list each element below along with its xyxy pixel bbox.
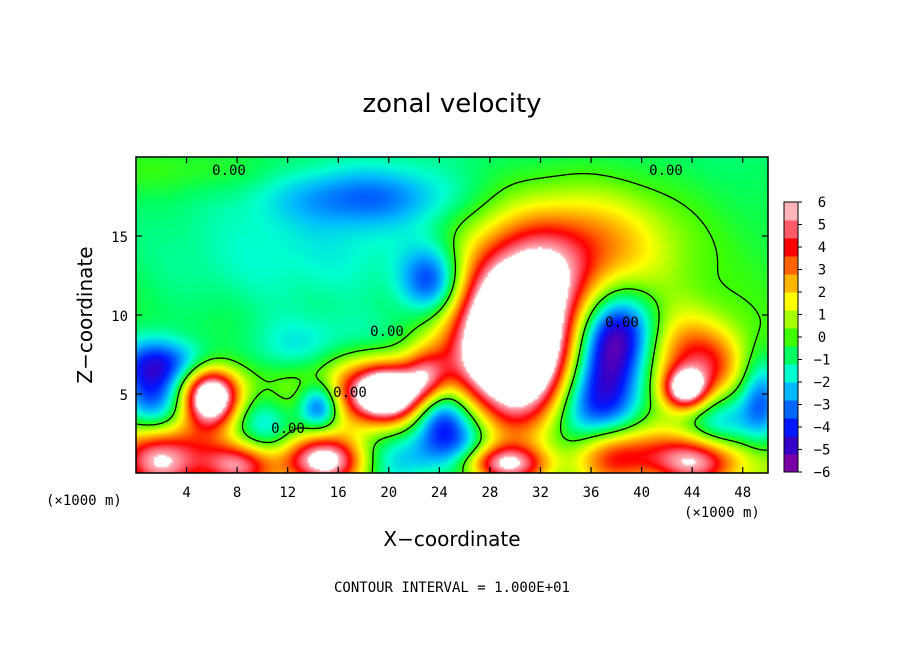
y-tick-label: 5: [120, 388, 128, 404]
colorbar-tick-label: −2: [814, 375, 831, 391]
colorbar-swatch: [784, 454, 798, 473]
colorbar-swatch: [784, 310, 798, 329]
contour-label: 0.00: [271, 421, 305, 437]
contour-label: 0.00: [370, 324, 404, 340]
x-axis-ticks: 4 8 12 16 20 24 28 32 36 40 44 48: [182, 157, 751, 501]
y-axis-ticks: 5 10 15: [111, 230, 768, 404]
colorbar-swatch: [784, 220, 798, 239]
colorbar-swatch: [784, 382, 798, 401]
zero-contours: [136, 172, 767, 473]
x-tick-label: 12: [279, 485, 296, 501]
zero-contour-line: [136, 172, 767, 473]
colorbar-swatch: [784, 238, 798, 257]
colorbar-swatch: [784, 436, 798, 455]
colorbar-swatch: [784, 274, 798, 293]
colorbar-tick-label: −5: [814, 443, 831, 459]
contour-label: 0.00: [649, 163, 683, 179]
y-tick-label: 15: [111, 230, 128, 246]
colorbar-tick-label: 6: [818, 195, 826, 211]
x-tick-label: 36: [583, 485, 600, 501]
colorbar-tick-label: 4: [818, 240, 826, 256]
y-axis-label: Z−coordinate: [73, 246, 97, 383]
colorbar-tick-label: 3: [818, 263, 826, 279]
contour-label: 0.00: [605, 315, 639, 331]
colorbar-swatch: [784, 202, 798, 221]
colorbar-swatch: [784, 400, 798, 419]
colorbar-tick-label: 2: [818, 285, 826, 301]
colorbar-swatch: [784, 292, 798, 311]
colorbar-swatch: [784, 328, 798, 347]
colorbar-swatch: [784, 418, 798, 437]
colorbar-swatch: [784, 364, 798, 383]
x-tick-label: 8: [233, 485, 241, 501]
x-unit-left: (×1000 m): [46, 493, 122, 509]
x-tick-label: 4: [182, 485, 190, 501]
colorbar-swatch: [784, 256, 798, 275]
y-tick-label: 10: [111, 309, 128, 325]
colorbar: 6 5 4 3 2 1 0 −1 −2 −3 −4 −5 −6: [783, 195, 831, 481]
x-tick-label: 48: [734, 485, 751, 501]
x-unit-right: (×1000 m): [684, 505, 760, 521]
x-tick-label: 24: [431, 485, 448, 501]
x-tick-label: 28: [481, 485, 498, 501]
velocity-heatmap: [136, 157, 768, 473]
colorbar-swatch: [784, 346, 798, 365]
contour-label: 0.00: [333, 385, 367, 401]
colorbar-tick-label: 0: [818, 330, 826, 346]
x-tick-label: 40: [633, 485, 650, 501]
contour-label: 0.00: [212, 163, 246, 179]
colorbar-tick-label: −3: [814, 398, 831, 414]
colorbar-tick-label: 5: [818, 218, 826, 234]
colorbar-tick-label: −1: [814, 353, 831, 369]
x-tick-label: 20: [380, 485, 397, 501]
x-tick-label: 44: [684, 485, 701, 501]
colorbar-tick-label: −4: [814, 420, 831, 436]
plot-area: 0.00 0.000.000.000.000.00 4 8 12 16 20 24 28 32 3…: [111, 156, 769, 501]
chart-title: zonal velocity: [362, 89, 541, 119]
contour-labels: 0.00 0.00 0.00 0.00 0.00 0.00: [212, 163, 683, 437]
x-axis-label: X−coordinate: [383, 527, 520, 551]
x-tick-label: 32: [532, 485, 549, 501]
colorbar-tick-label: 1: [818, 308, 826, 324]
contour-interval-note: CONTOUR INTERVAL = 1.000E+01: [334, 580, 570, 596]
x-tick-label: 16: [330, 485, 347, 501]
colorbar-tick-label: −6: [814, 465, 831, 481]
